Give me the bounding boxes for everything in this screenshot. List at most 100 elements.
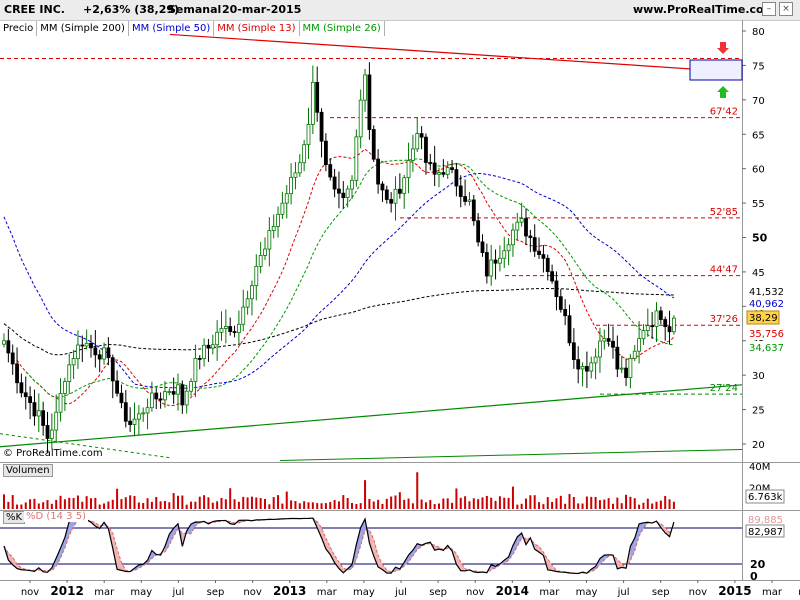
stoch-fill (317, 521, 322, 538)
stoch-fill (325, 538, 331, 555)
volume-bar (29, 499, 32, 509)
level-label: 52'85 (710, 207, 738, 218)
volume-bar (372, 501, 375, 509)
volume-bar (585, 496, 588, 509)
candle-body (89, 342, 93, 349)
mm200-line (3, 287, 674, 356)
volume-bar (259, 498, 262, 509)
candle-body (354, 136, 359, 181)
volume-bar (329, 502, 332, 509)
minimize-button[interactable]: – (762, 2, 776, 16)
stoch-fill (547, 559, 553, 571)
candle-body (232, 331, 237, 333)
candle-body (67, 364, 72, 382)
x-tick-label: may (353, 587, 375, 598)
volume-bar (63, 499, 66, 509)
volume-bar (129, 495, 132, 509)
stoch-fill (173, 523, 178, 537)
candle-body (585, 366, 589, 372)
volume-bar (163, 500, 166, 509)
volume-bar (255, 497, 258, 509)
candle-body (10, 352, 15, 365)
legend-mm26[interactable]: MM (Simple 26) (300, 21, 385, 36)
candle-body (632, 350, 637, 359)
volume-bar (94, 497, 97, 509)
y-tick-label: 45 (752, 268, 765, 279)
volume-bar (407, 498, 410, 509)
y-tick-label: 65 (752, 130, 765, 141)
stoch-k-bg (746, 514, 784, 526)
volume-bar (655, 501, 658, 509)
stoch-fill (447, 545, 453, 551)
volume-bar (355, 504, 358, 509)
volume-bar (246, 497, 249, 509)
candle-body (97, 354, 102, 360)
candle-body (58, 393, 63, 413)
volume-bar (616, 497, 619, 509)
candle-body (206, 344, 211, 349)
volume-bar (111, 499, 114, 509)
volume-bar (233, 499, 236, 509)
candle-body (19, 382, 24, 394)
volume-bar (494, 500, 497, 509)
stoch-k-label: %K (3, 511, 26, 524)
candle-body (458, 185, 463, 197)
stoch-fill (8, 553, 13, 565)
volume-bar (320, 503, 323, 509)
legend-mm50[interactable]: MM (Simple 50) (129, 21, 215, 36)
candle-body (93, 347, 98, 356)
legend-mm13[interactable]: MM (Simple 13) (214, 21, 300, 36)
volume-bar (172, 493, 175, 509)
candle-body (441, 172, 446, 175)
candle-body (123, 402, 128, 422)
stoch-fill (338, 561, 344, 573)
volume-bar (659, 500, 662, 509)
candle-body (663, 319, 668, 328)
close-button[interactable]: × (779, 2, 793, 16)
volume-bar (264, 498, 266, 509)
candle-body (154, 392, 159, 400)
candle-body (45, 425, 50, 439)
stoch-fill (60, 537, 65, 558)
stoch-fill (408, 550, 413, 563)
x-tick-label: jul (171, 587, 184, 598)
y-tick-label: 25 (752, 406, 765, 417)
price-tag-bg (747, 285, 779, 298)
x-tick-label: nov (466, 587, 484, 598)
candle-body (619, 367, 624, 370)
stoch-fill (104, 522, 109, 529)
volume-bar (442, 498, 445, 509)
volume-bar (333, 499, 336, 509)
candle-body (250, 285, 254, 300)
candle-body (315, 81, 320, 113)
volume-bar (651, 503, 654, 509)
level-label: 44'47 (710, 265, 738, 276)
candle-body (71, 358, 76, 366)
stoch-k-line (3, 517, 675, 575)
volume-bar (120, 499, 123, 509)
x-tick-label: may (130, 587, 152, 598)
candle-body (332, 176, 337, 190)
mm13-line (16, 148, 675, 407)
stoch-fill (456, 553, 461, 571)
candle-body (502, 250, 507, 259)
stoch-fill (69, 520, 74, 536)
site-url: www.ProRealTime.com (633, 3, 776, 16)
x-tick-label: 2014 (496, 584, 529, 598)
candle-body (550, 271, 554, 282)
legend-mm200[interactable]: MM (Simple 200) (37, 21, 129, 36)
stoch-tick-label: 20 (750, 558, 766, 571)
price-tag-label: 34,637 (749, 343, 784, 354)
candle-body (615, 346, 620, 370)
legend-price[interactable]: Precio (0, 21, 38, 36)
candle-body (650, 325, 655, 328)
stoch-fill (56, 548, 61, 567)
volume-bar (290, 500, 293, 509)
candle-body (406, 160, 411, 179)
candle-body (319, 111, 324, 142)
candle-body (437, 172, 441, 175)
candle-body (371, 129, 376, 160)
volume-bar (11, 495, 14, 509)
level-label: 67'42 (710, 107, 738, 118)
volume-bar (81, 501, 84, 509)
